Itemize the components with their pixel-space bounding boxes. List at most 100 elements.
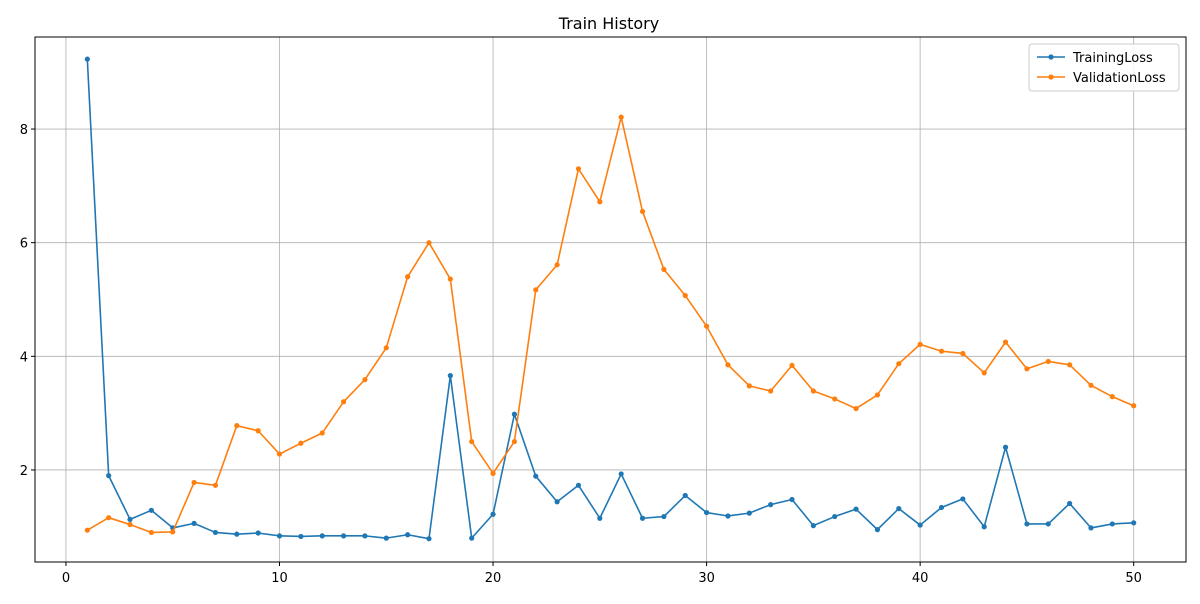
trainingloss-point <box>362 533 368 539</box>
trainingloss-point <box>447 373 453 379</box>
validationloss-point <box>1131 403 1137 409</box>
trainingloss-point <box>255 530 261 536</box>
grid-lines <box>35 37 1186 562</box>
trainingloss-point <box>298 533 304 540</box>
trainingloss-point <box>789 496 795 503</box>
validationloss-point <box>1002 339 1009 345</box>
trainingloss-point <box>960 496 966 502</box>
validationloss-point <box>981 370 987 376</box>
trainingloss-point <box>340 533 347 539</box>
validationloss-point <box>511 438 518 445</box>
trainingloss-point <box>810 523 816 529</box>
validationloss-point <box>1024 366 1030 372</box>
trainingloss-point <box>597 515 603 521</box>
validationloss-point <box>405 274 411 280</box>
trainingloss-point <box>191 520 197 526</box>
trainingloss-line <box>86 59 1134 540</box>
trainingloss-point <box>212 529 219 536</box>
trainingloss-point <box>405 532 411 538</box>
trainingloss-point <box>148 507 154 513</box>
x-tick-label: 20 <box>485 571 502 586</box>
validationloss-point <box>1109 394 1115 400</box>
trainingloss-point <box>725 513 731 519</box>
validationloss-point <box>661 266 667 272</box>
trainingloss-point <box>1045 521 1051 527</box>
chart-title: Train History <box>558 14 659 33</box>
validationloss-point <box>319 430 325 436</box>
validationloss-point <box>618 114 624 120</box>
validationloss-point <box>1067 362 1073 368</box>
validationloss-point <box>874 392 881 398</box>
trainingloss-point <box>1109 521 1115 527</box>
trainingloss-point <box>917 522 923 528</box>
legend: TrainingLoss ValidationLoss <box>1028 43 1180 92</box>
trainingloss-point <box>746 510 752 516</box>
validationloss-point <box>789 362 795 369</box>
legend-frame <box>1028 43 1180 92</box>
validationloss-point <box>340 399 347 405</box>
validationloss-point <box>960 350 966 357</box>
validationloss-point <box>426 240 432 246</box>
legend-marker-trainingloss <box>1048 54 1054 60</box>
y-tick-label: 4 <box>20 350 28 365</box>
validationloss-point <box>896 361 902 367</box>
trainingloss-point <box>511 411 518 417</box>
x-tick-label: 10 <box>271 571 288 586</box>
validationloss-point <box>682 292 688 299</box>
y-tick-label: 6 <box>20 237 28 252</box>
validationloss-point <box>106 515 112 521</box>
y-axis: 2 4 6 8 <box>20 123 35 479</box>
validationloss-point <box>810 388 816 394</box>
trainingloss-point <box>426 536 432 542</box>
trainingloss-point <box>575 482 582 488</box>
validationloss-point <box>84 527 90 533</box>
series-layer <box>84 56 1137 542</box>
validationloss-point <box>447 276 453 282</box>
trainingloss-point <box>768 502 774 508</box>
y-tick-label: 2 <box>20 464 28 479</box>
trainingloss-point <box>276 533 283 539</box>
validationloss-point <box>639 208 646 215</box>
trainingloss-point <box>661 513 667 520</box>
validationloss-point <box>768 388 774 394</box>
validationloss-point <box>298 440 304 446</box>
trainingloss-point <box>383 535 389 541</box>
validationloss-point <box>554 262 560 268</box>
x-tick-label: 30 <box>698 571 715 586</box>
validationloss-point <box>383 345 389 351</box>
trainingloss-point <box>832 513 838 520</box>
validationloss-point <box>191 479 197 486</box>
validationloss-point <box>703 323 710 329</box>
trainingloss-point <box>1002 444 1009 450</box>
trainingloss-point <box>1131 520 1137 526</box>
trainingloss-point <box>84 56 90 62</box>
x-tick-label: 0 <box>62 571 70 586</box>
validationloss-point <box>938 348 945 354</box>
validationloss-point <box>533 287 539 293</box>
validationloss-point <box>597 199 603 205</box>
validationloss-point <box>853 405 859 412</box>
validationloss-point <box>490 470 496 476</box>
trainingloss-point <box>874 527 881 533</box>
trainingloss-point <box>896 505 902 512</box>
validationloss-point <box>255 428 261 434</box>
trainingloss-point <box>1067 500 1073 507</box>
legend-marker-validationloss <box>1048 74 1054 80</box>
validationloss-line <box>86 116 1134 534</box>
trainingloss-point <box>853 506 859 512</box>
validationloss-point <box>170 529 176 535</box>
trainingloss-point <box>938 504 945 511</box>
y-tick-label: 8 <box>20 123 28 138</box>
trainingloss-point <box>106 473 112 479</box>
series-validationloss <box>84 114 1137 536</box>
trainingloss-point <box>682 492 688 499</box>
validationloss-point <box>212 482 219 488</box>
trainingloss-point <box>234 531 240 537</box>
x-tick-label: 50 <box>1125 571 1142 586</box>
x-axis: 0 10 20 30 40 50 <box>62 562 1142 586</box>
trainingloss-point <box>554 499 560 505</box>
validationloss-point <box>1088 382 1094 388</box>
trainingloss-point <box>703 509 710 516</box>
